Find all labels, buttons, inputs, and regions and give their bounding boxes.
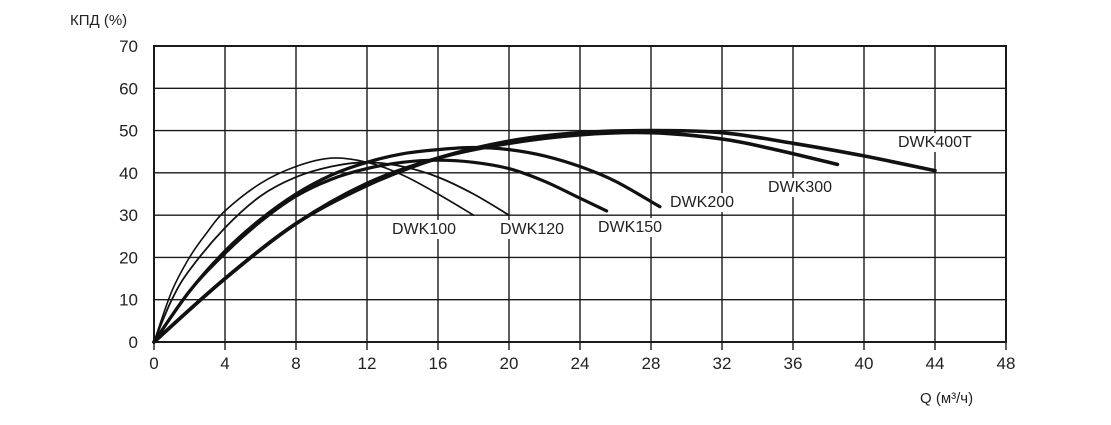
x-tick-label-2: 8 xyxy=(291,354,300,373)
series-label-background xyxy=(497,220,568,239)
y-tick-label-3: 30 xyxy=(119,206,138,225)
x-axis-title: Q (м³/ч) xyxy=(920,390,973,407)
x-tick-label-3: 12 xyxy=(358,354,377,373)
series-label-background xyxy=(389,220,460,239)
x-tick-label-11: 44 xyxy=(926,354,945,373)
y-tick-label-0: 0 xyxy=(129,333,138,352)
series-label-background xyxy=(895,133,976,152)
series-lines xyxy=(152,128,937,344)
y-tick-label-4: 40 xyxy=(119,164,138,183)
series-label-dwk300: DWK300 xyxy=(768,179,832,196)
y-axis-title: КПД (%) xyxy=(70,12,127,29)
x-tick-label-5: 20 xyxy=(500,354,519,373)
y-tick-label-5: 50 xyxy=(119,122,138,141)
x-tick-label-12: 48 xyxy=(997,354,1016,373)
x-tick-label-6: 24 xyxy=(571,354,590,373)
y-tick-label-2: 20 xyxy=(119,248,138,267)
series-label-dwk200: DWK200 xyxy=(670,194,734,211)
y-tick-label-1: 10 xyxy=(119,291,138,310)
series-label-dwk120: DWK120 xyxy=(500,221,564,238)
y-tick-label-7: 70 xyxy=(119,37,138,56)
y-tick-label-6: 60 xyxy=(119,79,138,98)
series-labels: DWK100 DWK120 DWK150 DWK200 DWK300 DWK400T xyxy=(389,133,976,239)
x-tick-label-1: 4 xyxy=(220,354,229,373)
x-tick-label-0: 0 xyxy=(149,354,158,373)
series-label-background xyxy=(765,178,836,197)
series-line-dwk120 xyxy=(153,161,510,343)
series-label-background xyxy=(667,193,738,212)
series-line-dwk100 xyxy=(153,157,475,343)
series-label-dwk400t: DWK400T xyxy=(898,134,972,151)
series-label-dwk100: DWK100 xyxy=(392,221,456,238)
series-line-dwk200 xyxy=(152,145,662,344)
series-label-dwk150: DWK150 xyxy=(598,219,662,236)
x-tick-label-10: 40 xyxy=(855,354,874,373)
series-line-dwk400t xyxy=(152,128,937,344)
x-tick-label-9: 36 xyxy=(784,354,803,373)
x-tick-label-4: 16 xyxy=(429,354,448,373)
x-tick-label-8: 32 xyxy=(713,354,732,373)
x-tick-label-7: 28 xyxy=(642,354,661,373)
series-label-background xyxy=(595,218,666,237)
